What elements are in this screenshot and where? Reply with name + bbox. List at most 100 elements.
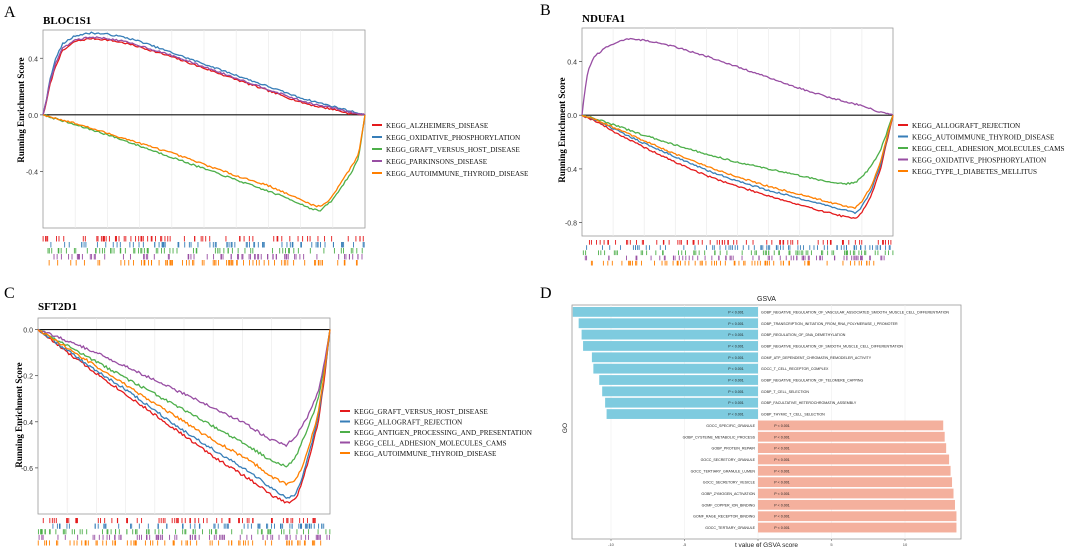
gsva-x-tick-label: 10	[903, 542, 908, 547]
ylabel-b: Running Enrichment Score	[557, 77, 567, 182]
gsva-category-label: GOBP_NEGATIVE_REGULATION_OF_TELOMERE_CAP…	[761, 379, 864, 383]
legend-entry-3: KEGG_GRAFT_VERSUS_HOST_DISEASE	[386, 146, 520, 154]
series-line-5	[37, 329, 331, 486]
gsva-category-label: GOBP_NEGATIVE_REGULATION_OF_SMOOTH_MUSCL…	[761, 344, 903, 348]
gsva-category-label: GOCC_T_CELL_RECEPTOR_COMPLEX	[761, 367, 829, 371]
y-tick-label: 0.4	[567, 60, 577, 67]
gsva-category-label: GOCC_SPECIFIC_GRANULE	[706, 424, 755, 428]
title-bloc1s1: BLOC1S1	[43, 15, 91, 27]
gsva-bar	[758, 488, 954, 499]
legend-entry-4: KEGG_OXIDATIVE_PHOSPHORYLATION	[912, 157, 1047, 165]
gsva-ylabel: GO	[562, 423, 569, 433]
gsva-p-label: P < 0.001	[774, 526, 789, 530]
legend-entry-5: KEGG_AUTOIMMUNE_THYROID_DISEASE	[386, 170, 529, 178]
gsea-panel-b: 0.4 0.0 -0.4 -0.8 KEGG_ALLOGRAFT_REJECTION KE…	[565, 27, 1065, 266]
y-tick-label: -0.4	[565, 167, 577, 174]
title-sft2d1: SFT2D1	[38, 301, 77, 313]
gsva-p-label: P < 0.001	[728, 390, 743, 394]
gsva-p-label: P < 0.001	[728, 322, 743, 326]
y-tick-label: -0.2	[21, 374, 33, 381]
gsva-x-tick-label: -5	[683, 542, 687, 547]
gsva-x-tick-label: 5	[830, 542, 833, 547]
gsva-p-label: P < 0.001	[774, 503, 789, 507]
gsva-category-label: GOBP_NEGATIVE_REGULATION_OF_VASCULAR_ASS…	[761, 310, 949, 314]
series-line-1	[37, 329, 331, 504]
gsea-panel-a: 0.4 0.0 -0.4 KEGG_ALZHEIMERS_DISEASE KEGG_OX…	[26, 29, 529, 266]
gsva-category-label: GOMF_RAGE_RECEPTOR_BINDING	[693, 515, 755, 519]
gsva-p-label: P < 0.001	[728, 413, 743, 417]
gsva-p-label: P < 0.001	[728, 344, 743, 348]
gsva-bar	[606, 409, 758, 419]
gsva-bar	[605, 397, 758, 408]
gsva-category-label: GOCC_TERTIARY_GRANULE_LUMEN	[691, 469, 756, 473]
series-line-3	[581, 114, 894, 186]
gsva-category-label: GOBP_T_CELL_SELECTION	[761, 390, 809, 394]
gsva-category-label: GOCC_TERTIARY_GRANULE	[705, 526, 755, 530]
gsva-category-label: GOBP_TRANSCRIPTION_INITIATION_FROM_RNA_P…	[761, 322, 898, 326]
gsva-bar	[593, 363, 758, 374]
gsva-bar	[583, 341, 758, 351]
gsva-bar	[758, 443, 947, 453]
gsva-bar	[758, 420, 944, 431]
legend-entry-1: KEGG_GRAFT_VERSUS_HOST_DISEASE	[354, 408, 488, 416]
gsva-p-label: P < 0.001	[774, 458, 789, 462]
gsva-bar	[758, 477, 953, 488]
series-line-2	[581, 114, 894, 215]
gsva-p-label: P < 0.001	[728, 310, 743, 314]
gsva-bar	[599, 375, 758, 385]
gsva-p-label: P < 0.001	[728, 401, 743, 405]
series-line-5	[581, 114, 894, 210]
series-line-3	[37, 328, 331, 468]
y-tick-label: -0.6	[21, 466, 33, 473]
series-line-5	[42, 114, 366, 208]
legend-entry-1: KEGG_ALZHEIMERS_DISEASE	[386, 122, 489, 130]
panel-letter-a: A	[4, 4, 16, 21]
gsva-category-label: GOMF_ATP_DEPENDENT_CHROMATIN_REMODELER_A…	[761, 356, 872, 360]
gsea-panel-c: 0.0 -0.2 -0.4 -0.6 KEGG_GRAFT_VERSUS_HOST_DI…	[21, 317, 533, 546]
legend-entry-5: KEGG_TYPE_I_DIABETES_MELLITUS	[912, 168, 1037, 176]
legend-entry-1: KEGG_ALLOGRAFT_REJECTION	[912, 122, 1021, 130]
series-line-4	[581, 37, 894, 116]
gsva-category-label: GOCC_SECRETORY_VESICLE	[703, 481, 756, 485]
gsva-p-label: P < 0.001	[774, 515, 789, 519]
legend-entry-2: KEGG_AUTOIMMUNE_THYROID_DISEASE	[912, 134, 1055, 142]
gsva-xlabel: t value of GSVA score	[735, 542, 798, 549]
gsva-bar	[758, 499, 955, 510]
gsva-category-label: GOMF_COPPER_ION_BINDING	[702, 503, 756, 507]
y-tick-label: 0.0	[23, 328, 33, 335]
gsva-p-label: P < 0.001	[728, 367, 743, 371]
gsva-x-tick-label: 0	[757, 542, 760, 547]
gsva-panel-d: GSVA -10 -5 0 5 10 P < 0.001 GOBP_NEGATIVE_REGU…	[562, 296, 962, 549]
gsva-bar	[758, 431, 945, 442]
gsva-p-label: P < 0.001	[774, 447, 789, 451]
gsva-p-label: P < 0.001	[728, 379, 743, 383]
legend-entry-2: KEGG_ALLOGRAFT_REJECTION	[354, 419, 463, 427]
series-line-4	[42, 36, 366, 116]
legend-entry-3: KEGG_ANTIGEN_PROCESSING_AND_PRESENTATION	[354, 429, 533, 437]
y-tick-label: -0.8	[565, 221, 577, 228]
gsva-p-label: P < 0.001	[774, 435, 789, 439]
gsva-x-tick-label: -10	[608, 542, 615, 547]
gsva-p-label: P < 0.001	[774, 424, 789, 428]
gsva-bar	[758, 511, 957, 522]
y-tick-label: 0.0	[28, 113, 38, 120]
gsva-category-label: GOBP_REGULATION_OF_DNA_DEMETHYLATION	[761, 333, 846, 337]
gsva-category-label: GOBP_PROTEIN_REPAIR	[712, 447, 756, 451]
gsva-p-label: P < 0.001	[774, 492, 789, 496]
gsva-bar	[758, 522, 957, 533]
gsva-category-label: GOCC_SECRETORY_GRANULE	[701, 458, 756, 462]
panel-letter-c: C	[4, 285, 15, 302]
gsva-category-label: GOBP_CYSTEINE_METABOLIC_PROCESS	[683, 435, 756, 439]
legend-entry-4: KEGG_CELL_ADHESION_MOLECULES_CAMS	[354, 440, 507, 448]
gsva-bar	[602, 386, 758, 397]
ylabel-c: Running Enrichment Score	[14, 362, 24, 467]
series-line-1	[42, 36, 366, 116]
series-line-2	[37, 328, 331, 499]
title-ndufa1: NDUFA1	[582, 13, 625, 25]
gsva-bar	[581, 329, 758, 340]
series-line-2	[42, 31, 366, 116]
gsva-bar	[572, 307, 758, 317]
panel-letter-d: D	[540, 285, 552, 302]
gsva-bar	[758, 465, 951, 476]
